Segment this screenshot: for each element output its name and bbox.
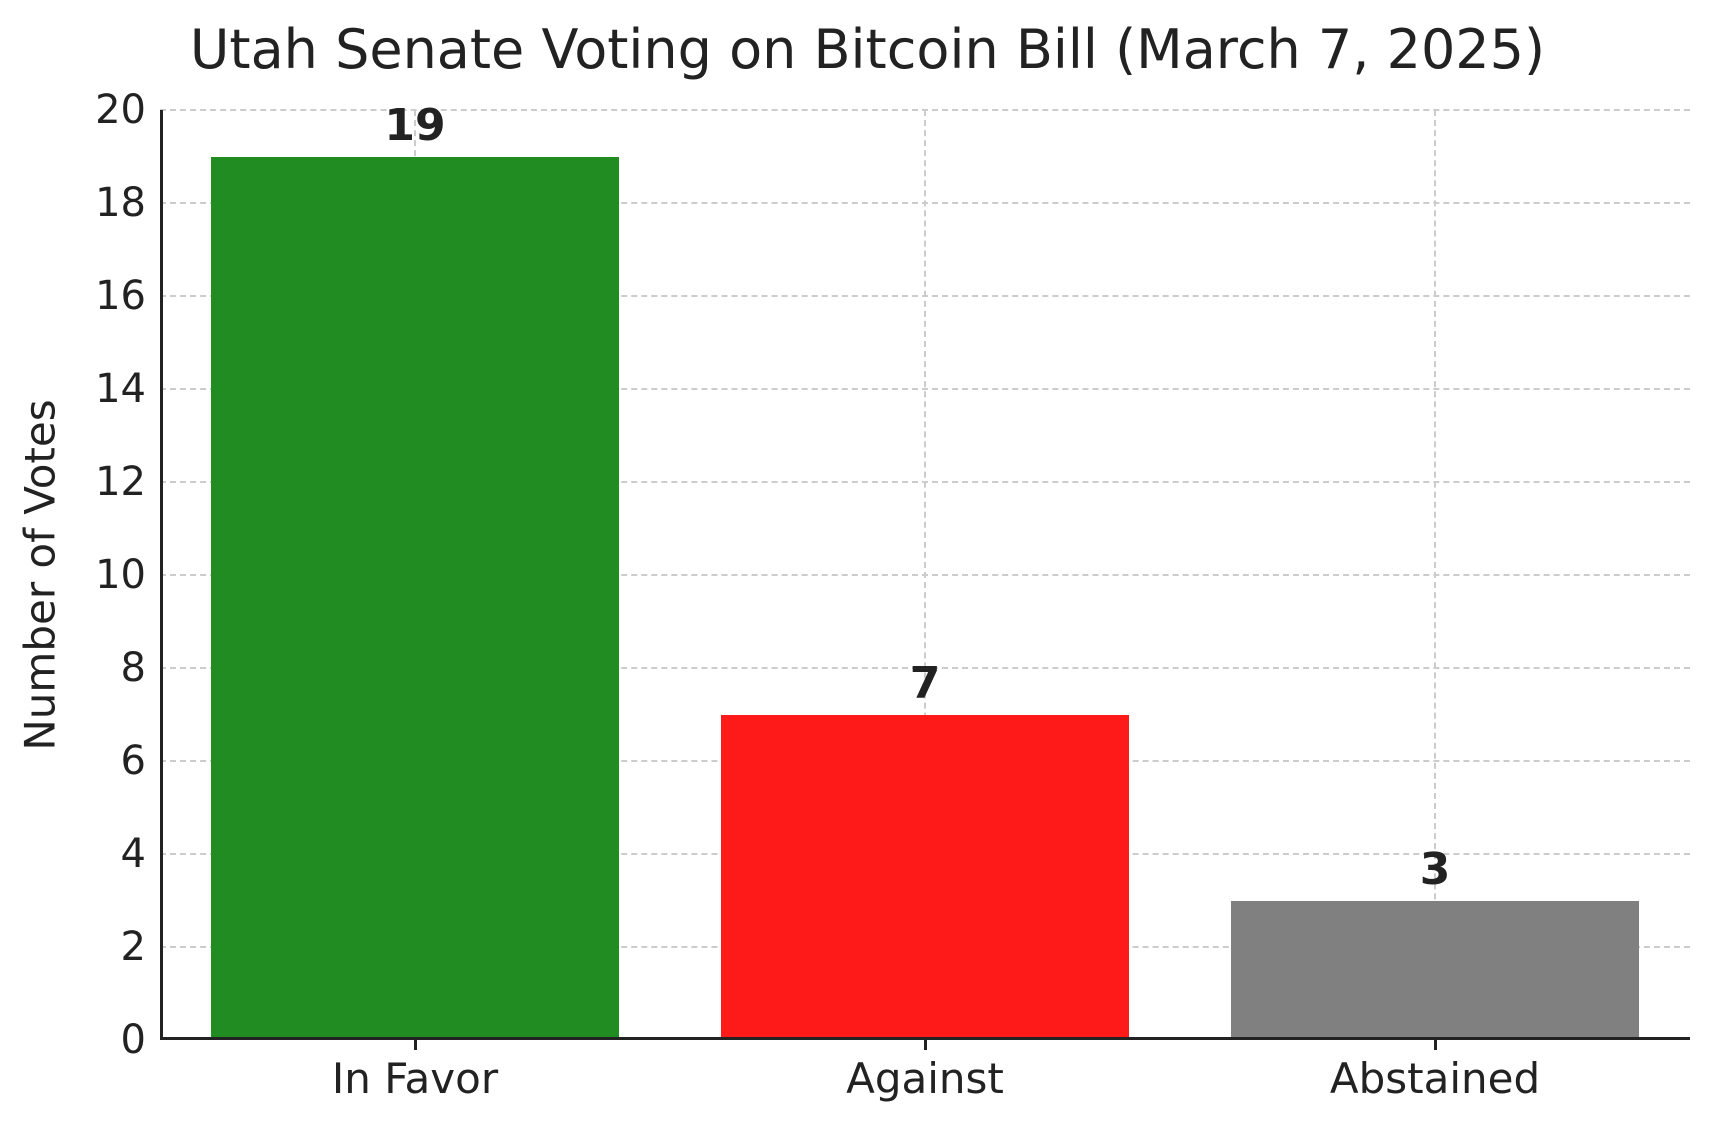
bar bbox=[211, 157, 619, 1041]
x-tick-mark bbox=[414, 1040, 417, 1050]
y-tick-label: 16 bbox=[66, 273, 146, 319]
y-tick-label: 18 bbox=[66, 180, 146, 226]
y-tick-label: 8 bbox=[66, 645, 146, 691]
figure: Utah Senate Voting on Bitcoin Bill (Marc… bbox=[0, 0, 1735, 1123]
bar-value-label: 3 bbox=[1420, 844, 1451, 895]
chart-title: Utah Senate Voting on Bitcoin Bill (Marc… bbox=[0, 18, 1735, 81]
x-tick-label: In Favor bbox=[332, 1054, 498, 1103]
y-tick-label: 12 bbox=[66, 459, 146, 505]
y-tick-label: 14 bbox=[66, 366, 146, 412]
bar-value-label: 19 bbox=[384, 100, 445, 151]
plot-area: 02468101214161820In Favor19Against7Absta… bbox=[160, 110, 1690, 1040]
y-tick-label: 4 bbox=[66, 831, 146, 877]
y-axis-label: Number of Votes bbox=[16, 399, 65, 750]
bar bbox=[721, 715, 1129, 1041]
x-tick-label: Against bbox=[846, 1054, 1004, 1103]
x-tick-mark bbox=[1434, 1040, 1437, 1050]
y-tick-label: 20 bbox=[66, 87, 146, 133]
y-tick-label: 2 bbox=[66, 924, 146, 970]
axis-spine-bottom bbox=[160, 1037, 1690, 1040]
x-tick-label: Abstained bbox=[1330, 1054, 1540, 1103]
bar-value-label: 7 bbox=[910, 658, 941, 709]
y-tick-label: 0 bbox=[66, 1017, 146, 1063]
x-tick-mark bbox=[924, 1040, 927, 1050]
bar bbox=[1231, 901, 1639, 1041]
y-tick-label: 10 bbox=[66, 552, 146, 598]
y-tick-label: 6 bbox=[66, 738, 146, 784]
axis-spine-left bbox=[160, 110, 163, 1040]
